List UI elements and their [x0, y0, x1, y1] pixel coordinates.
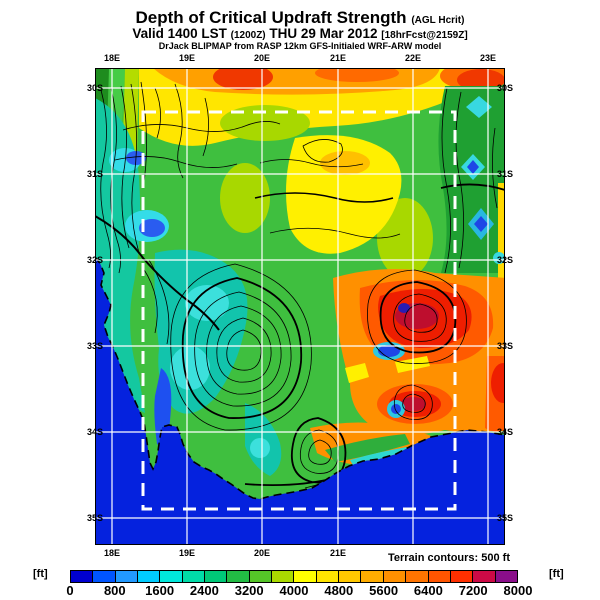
coastline — [95, 256, 505, 500]
valid-prefix: Valid 1400 LST — [132, 26, 227, 41]
valid-zulu: (1200Z) — [230, 30, 266, 41]
colorbar-segment — [495, 571, 517, 582]
lat-label-left: 32S — [86, 255, 104, 265]
colorbar-tick-label: 7200 — [458, 583, 488, 598]
colorbar-tick-label: 6400 — [413, 583, 443, 598]
colorbar-segment — [227, 571, 250, 582]
colorbar-tick-label: 800 — [103, 583, 126, 598]
lat-label-left: 33S — [86, 341, 104, 351]
forecast-suffix: [18hrFcst@2159Z] — [381, 30, 468, 41]
valid-date: THU 29 Mar 2012 — [269, 26, 378, 41]
lat-label-left: 30S — [86, 83, 104, 93]
colorbar-segment — [272, 571, 295, 582]
lon-label-bottom: 18E — [103, 548, 121, 558]
forecast-map — [95, 68, 505, 545]
lat-label-left: 34S — [86, 427, 104, 437]
colorbar-segment — [93, 571, 116, 582]
valid-time-line: Valid 1400 LST (1200Z) THU 29 Mar 2012 [… — [0, 26, 600, 41]
colorbar — [70, 570, 518, 583]
colorbar-segment — [115, 571, 139, 582]
colorbar-tick-label: 1600 — [145, 583, 175, 598]
lat-label-right: 35S — [496, 513, 514, 523]
lat-label-right: 31S — [496, 169, 514, 179]
colorbar-segment — [383, 571, 407, 582]
colorbar-tick-label: 4800 — [324, 583, 354, 598]
colorbar-segment — [406, 571, 429, 582]
lat-label-left: 31S — [86, 169, 104, 179]
model-line: DrJack BLIPMAP from RASP 12km GFS-Initia… — [158, 41, 442, 51]
colorbar-tick-label: 0 — [66, 583, 74, 598]
lat-label-right: 33S — [496, 341, 514, 351]
contour-map-canvas — [95, 68, 505, 545]
lon-label-bottom: 21E — [329, 548, 347, 558]
colorbar-segment — [428, 571, 451, 582]
colorbar-segment — [361, 571, 384, 582]
inner-domain-box — [141, 110, 457, 511]
colorbar-tick-label: 4000 — [279, 583, 309, 598]
graticule — [95, 68, 505, 545]
colorbar-segment — [138, 571, 161, 582]
lon-label-top: 23E — [479, 53, 497, 63]
colorbar-unit-right: [ft] — [549, 568, 564, 580]
page-title: Depth of Critical Updraft Strength (AGL … — [0, 8, 600, 28]
terrain-contours-note: Terrain contours: 500 ft — [387, 552, 510, 564]
lat-label-left: 35S — [86, 513, 104, 523]
lon-label-bottom: 20E — [253, 548, 271, 558]
colorbar-tick-label: 5600 — [369, 583, 399, 598]
colorbar-tick-label: 8000 — [503, 583, 533, 598]
colorbar-segment — [205, 571, 228, 582]
colorbar-segment — [450, 571, 474, 582]
colorbar-tick-label: 2400 — [189, 583, 219, 598]
colorbar-segment — [316, 571, 340, 582]
lon-label-top: 22E — [404, 53, 422, 63]
lat-label-right: 34S — [496, 427, 514, 437]
colorbar-segment — [339, 571, 362, 582]
map-border — [95, 68, 505, 545]
colorbar-unit-left: [ft] — [33, 568, 48, 580]
title-main: Depth of Critical Updraft Strength — [135, 8, 407, 27]
colorbar-segment — [71, 571, 94, 582]
colorbar-segment — [249, 571, 273, 582]
lon-label-top: 21E — [329, 53, 347, 63]
colorbar-segment — [473, 571, 496, 582]
lon-label-top: 19E — [178, 53, 196, 63]
colorbar-tick-label: 3200 — [234, 583, 264, 598]
lat-label-right: 30S — [496, 83, 514, 93]
colorbar-segment — [294, 571, 317, 582]
lat-label-right: 32S — [496, 255, 514, 265]
lon-label-top: 20E — [253, 53, 271, 63]
colorbar-segment — [182, 571, 206, 582]
colorbar-segment — [160, 571, 183, 582]
lon-label-top: 18E — [103, 53, 121, 63]
title-suffix: (AGL Hcrit) — [411, 15, 465, 26]
lon-label-bottom: 19E — [178, 548, 196, 558]
